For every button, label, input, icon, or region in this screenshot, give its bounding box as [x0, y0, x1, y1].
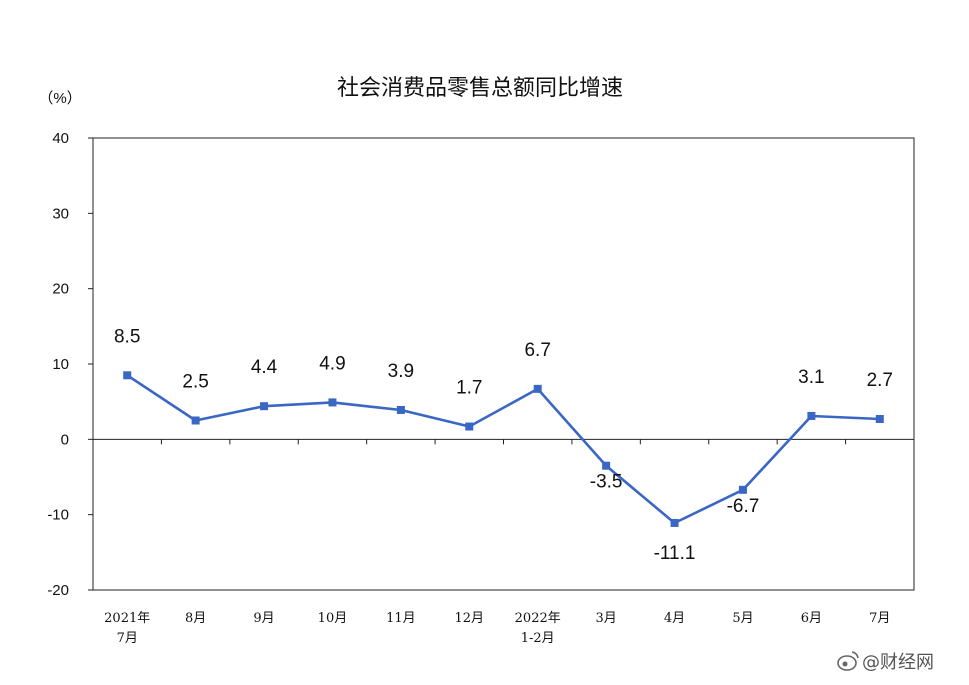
x-tick-label: 2022年: [515, 611, 561, 626]
data-point: [123, 371, 132, 380]
weibo-icon: [837, 651, 859, 671]
y-tick-label: -10: [47, 507, 69, 524]
x-tick-label: 8月: [185, 611, 206, 626]
x-tick-label: 2021年: [104, 611, 150, 626]
y-tick-label: 40: [52, 130, 69, 147]
data-point: [670, 518, 679, 527]
data-label: 8.5: [114, 326, 140, 347]
data-label: 4.9: [319, 353, 345, 374]
x-tick-label: 10月: [318, 611, 348, 626]
data-label: -6.7: [727, 496, 760, 517]
x-tick-label: 7月: [869, 611, 890, 626]
data-point: [738, 485, 747, 494]
data-point: [875, 414, 884, 423]
data-label: 2.5: [182, 372, 208, 393]
data-label: -3.5: [590, 472, 623, 493]
data-label: 1.7: [456, 378, 482, 399]
data-point: [807, 411, 816, 420]
data-point: [396, 405, 405, 414]
data-label: 3.1: [798, 367, 824, 388]
data-point: [328, 398, 337, 407]
data-label: 3.9: [388, 361, 414, 382]
x-tick-label: 11月: [386, 611, 416, 626]
x-tick-label: 4月: [664, 611, 685, 626]
data-point: [533, 384, 542, 393]
x-tick-label: 5月: [732, 611, 753, 626]
x-tick-label: 12月: [455, 611, 485, 626]
plot-area: [92, 137, 915, 591]
data-label: 2.7: [867, 370, 893, 391]
data-label: 4.4: [251, 357, 278, 378]
y-tick-label: 20: [52, 281, 69, 298]
x-tick-label: 1-2月: [521, 631, 555, 646]
y-tick-label: 30: [52, 205, 69, 222]
x-tick-label: 9月: [253, 611, 274, 626]
chart-title: 社会消费品零售总额同比增速: [337, 76, 623, 101]
x-tick-label: 6月: [801, 611, 822, 626]
y-unit-label: （%）: [38, 90, 81, 107]
series-line: [126, 374, 880, 525]
x-tick-label: 7月: [117, 631, 138, 646]
data-label: 6.7: [524, 340, 550, 361]
y-tick-label: -20: [47, 582, 69, 599]
watermark-text: @财经网: [862, 652, 934, 673]
data-point: [260, 402, 269, 411]
data-point: [602, 461, 611, 470]
data-point: [191, 416, 200, 425]
data-label: -11.1: [654, 543, 696, 564]
y-tick-label: 0: [61, 431, 69, 448]
x-tick-label: 3月: [595, 611, 616, 626]
watermark: @财经网: [837, 651, 934, 673]
data-point: [465, 422, 474, 431]
y-tick-label: 10: [52, 356, 69, 373]
